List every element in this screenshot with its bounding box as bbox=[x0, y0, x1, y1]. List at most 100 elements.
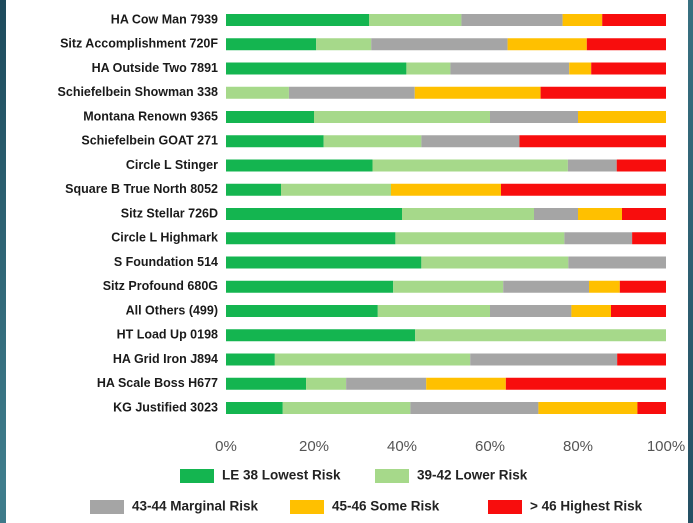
category-label: S Foundation 514 bbox=[114, 255, 218, 269]
bar-segment bbox=[503, 281, 589, 293]
x-tick-label: 0% bbox=[215, 438, 237, 455]
bar-segment bbox=[589, 281, 620, 293]
bar-segment bbox=[226, 305, 378, 317]
bar-segment bbox=[275, 354, 470, 366]
bar-segment bbox=[415, 87, 541, 99]
bar-segment bbox=[568, 160, 617, 172]
bar-segment bbox=[470, 354, 617, 366]
bar-segment bbox=[564, 232, 632, 244]
bar-segment bbox=[501, 184, 666, 196]
chart: 0% 20% 40% 60% 80% 100% HA Cow Man 7939 Sitz Ac… bbox=[0, 0, 693, 523]
bar-segment bbox=[226, 378, 306, 390]
bar-segment bbox=[461, 14, 562, 26]
bar-segment bbox=[226, 232, 395, 244]
category-label: HA Outside Two 7891 bbox=[92, 61, 218, 75]
category-label: Sitz Accomplishment 720F bbox=[60, 37, 218, 51]
category-label: Sitz Profound 680G bbox=[103, 279, 218, 293]
bar-segment bbox=[369, 14, 461, 26]
bar-segment bbox=[569, 63, 591, 75]
category-label: Circle L Stinger bbox=[126, 158, 218, 172]
category-label: Sitz Stellar 726D bbox=[121, 206, 218, 220]
category-label: Square B True North 8052 bbox=[65, 182, 218, 196]
bar-segment bbox=[415, 329, 666, 341]
x-tick-label: 60% bbox=[475, 438, 505, 455]
legend-swatch bbox=[90, 500, 124, 514]
bar-segment bbox=[402, 208, 534, 220]
legend-label: 45-46 Some Risk bbox=[332, 499, 440, 514]
bar-segment bbox=[611, 305, 666, 317]
bar-segment bbox=[393, 281, 503, 293]
category-label: KG Justified 3023 bbox=[113, 400, 218, 414]
bar-segment bbox=[591, 63, 666, 75]
bar-segment bbox=[226, 354, 275, 366]
bar-segment bbox=[571, 305, 611, 317]
bar-segment bbox=[283, 402, 411, 414]
bar-segment bbox=[534, 208, 578, 220]
bar-segment bbox=[568, 257, 666, 269]
bar-segment bbox=[506, 378, 666, 390]
bar-segment bbox=[578, 111, 666, 123]
bar-segment bbox=[490, 111, 578, 123]
bar-segment bbox=[541, 87, 666, 99]
bar-segment bbox=[395, 232, 564, 244]
bar-segment bbox=[289, 87, 415, 99]
bar-segment bbox=[620, 281, 666, 293]
bar-segment bbox=[226, 257, 421, 269]
bar-segment bbox=[226, 208, 402, 220]
bar-segment bbox=[378, 305, 490, 317]
bar-segment bbox=[371, 38, 507, 50]
bar-segment bbox=[226, 111, 314, 123]
bar-segment bbox=[226, 184, 281, 196]
bar-segment bbox=[410, 402, 538, 414]
bar-segment bbox=[314, 111, 490, 123]
bar-segment bbox=[226, 38, 316, 50]
legend-label: LE 38 Lowest Risk bbox=[222, 468, 341, 483]
x-tick-label: 80% bbox=[563, 438, 593, 455]
legend-swatch bbox=[290, 500, 324, 514]
bar-segment bbox=[226, 402, 283, 414]
bar-segment bbox=[226, 14, 369, 26]
category-label: HA Cow Man 7939 bbox=[111, 12, 218, 26]
category-label: HA Grid Iron J894 bbox=[113, 352, 218, 366]
x-tick-label: 100% bbox=[647, 438, 685, 455]
bar-segment bbox=[391, 184, 501, 196]
legend-swatch bbox=[180, 469, 214, 483]
x-tick-label: 40% bbox=[387, 438, 417, 455]
category-label: Montana Renown 9365 bbox=[83, 109, 218, 123]
bar-segment bbox=[324, 135, 422, 147]
legend-label: 39-42 Lower Risk bbox=[417, 468, 528, 483]
x-tick-label: 20% bbox=[299, 438, 329, 455]
bar-segment bbox=[637, 402, 666, 414]
bar-segment bbox=[622, 208, 666, 220]
bar-segment bbox=[306, 378, 346, 390]
bar-segment bbox=[508, 38, 587, 50]
bar-segment bbox=[617, 354, 666, 366]
bar-segment bbox=[373, 160, 568, 172]
category-label: Circle L Highmark bbox=[111, 231, 218, 245]
bar-segment bbox=[226, 160, 373, 172]
category-label: Schiefelbein Showman 338 bbox=[58, 85, 219, 99]
bar-segment bbox=[538, 402, 637, 414]
legend-swatch bbox=[488, 500, 522, 514]
bar-segment bbox=[490, 305, 571, 317]
bar-segment bbox=[226, 87, 289, 99]
category-label: HA Scale Boss H677 bbox=[97, 376, 218, 390]
legend-label: > 46 Highest Risk bbox=[530, 499, 643, 514]
bar-segment bbox=[426, 378, 506, 390]
bar-segment bbox=[578, 208, 622, 220]
bar-segment bbox=[617, 160, 666, 172]
bar-segment bbox=[421, 257, 568, 269]
bar-segment bbox=[226, 281, 393, 293]
legend-label: 43-44 Marginal Risk bbox=[132, 499, 259, 514]
bar-segment bbox=[226, 63, 406, 75]
bar-segment bbox=[226, 329, 415, 341]
category-label: HT Load Up 0198 bbox=[117, 328, 218, 342]
bar-segment bbox=[421, 135, 519, 147]
bar-segment bbox=[316, 38, 371, 50]
bar-segment bbox=[587, 38, 666, 50]
bar-segment bbox=[519, 135, 666, 147]
bar-segment bbox=[406, 63, 450, 75]
bar-segment bbox=[602, 14, 666, 26]
bar-segment bbox=[346, 378, 426, 390]
category-label: All Others (499) bbox=[126, 303, 218, 317]
